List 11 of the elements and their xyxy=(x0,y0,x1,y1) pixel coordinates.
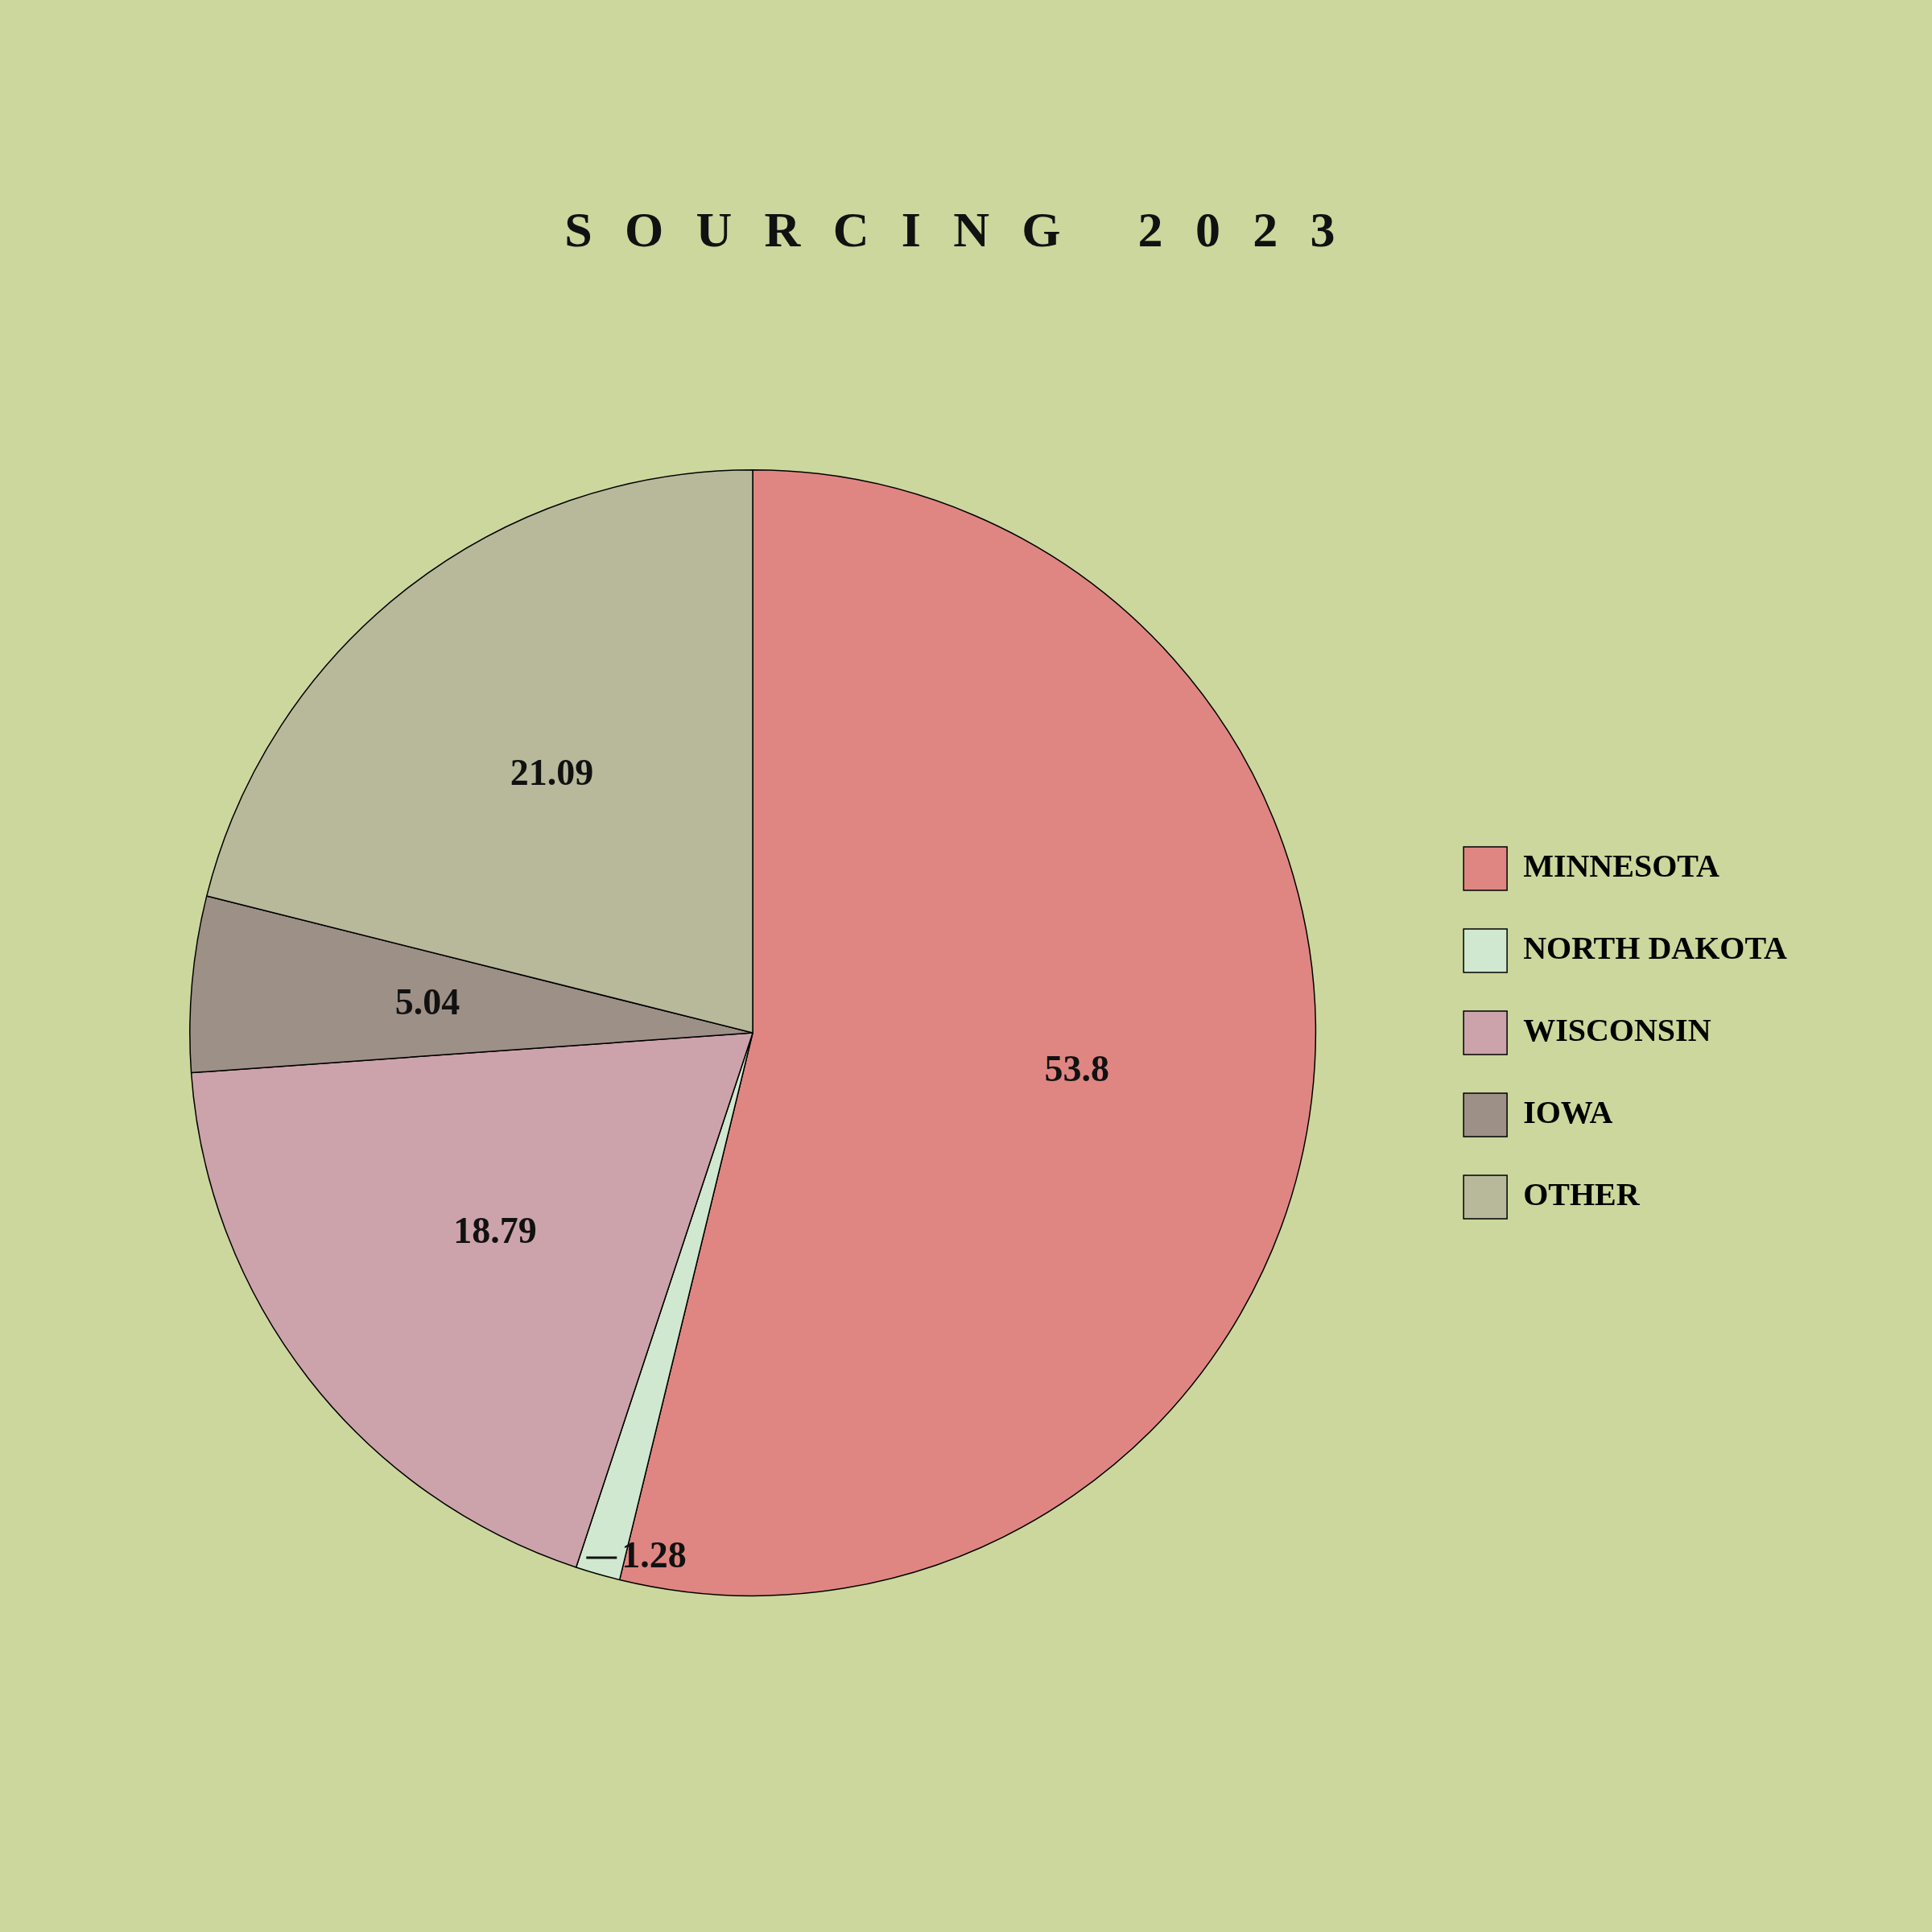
data-label: 21.09 xyxy=(510,752,594,794)
data-label: 5.04 xyxy=(394,980,460,1022)
data-label: 18.79 xyxy=(453,1209,537,1251)
legend-label: MINNESOTA xyxy=(1523,848,1719,885)
legend-label: IOWA xyxy=(1523,1094,1613,1131)
legend-label: OTHER xyxy=(1523,1176,1641,1213)
chart-title: SOURCING 2023 xyxy=(564,201,1368,258)
legend-label: NORTH DAKOTA xyxy=(1523,930,1788,967)
data-label: 1.28 xyxy=(621,1534,687,1575)
legend-label: WISCONSIN xyxy=(1523,1012,1711,1049)
data-label: 53.8 xyxy=(1044,1048,1109,1090)
